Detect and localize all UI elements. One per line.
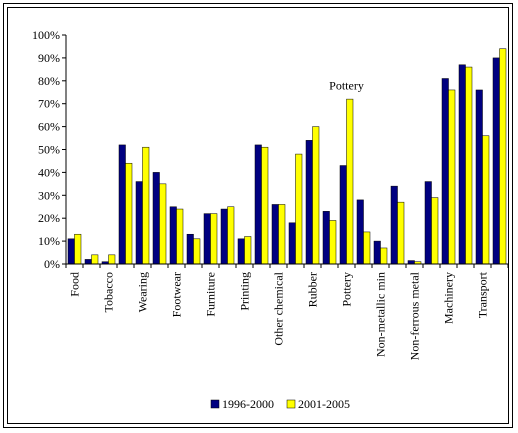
x-tick-label: Other chemical: [272, 271, 286, 345]
bar-2001-2005-23: [465, 66, 473, 265]
bar-2001-2005-9: [227, 206, 235, 265]
bar-2001-2005-3: [125, 162, 133, 265]
x-tick-label: Food: [68, 272, 82, 297]
y-tick-label: 90%: [38, 51, 60, 65]
x-tick-label: Pottery: [340, 272, 354, 307]
y-tick-label: 100%: [32, 28, 60, 42]
bar-2001-2005-16: [346, 98, 354, 265]
bar-1996-2000-24: [475, 89, 483, 265]
y-tick-label: 20%: [38, 211, 60, 225]
bar-2001-2005-12: [278, 204, 286, 265]
x-tick-label: Non-metallic min: [374, 272, 388, 357]
bar-1996-2000-23: [458, 64, 466, 265]
bar-2001-2005-7: [193, 238, 201, 265]
bar-1996-2000-8: [203, 213, 211, 265]
x-tick-label: Footwear: [170, 272, 184, 317]
bar-1996-2000-7: [186, 233, 194, 265]
bar-1996-2000-14: [305, 140, 313, 265]
legend-swatch: [210, 399, 220, 409]
bar-2001-2005-24: [482, 135, 490, 265]
y-tick-label: 0%: [44, 257, 60, 271]
bar-2001-2005-18: [380, 247, 388, 265]
bar-1996-2000-1: [84, 259, 92, 265]
bar-1996-2000-5: [152, 172, 160, 265]
bar-2001-2005-19: [397, 201, 405, 265]
bar-2001-2005-10: [244, 236, 252, 265]
bar-1996-2000-18: [373, 240, 381, 265]
bar-1996-2000-16: [339, 165, 347, 265]
bar-2001-2005-0: [74, 233, 82, 265]
bar-1996-2000-17: [356, 199, 364, 265]
bar-1996-2000-21: [424, 181, 432, 265]
bar-1996-2000-11: [254, 144, 262, 265]
annotation-label: Pottery: [329, 78, 364, 92]
x-tick-label: Tobacco: [102, 272, 116, 312]
bar-2001-2005-15: [329, 220, 337, 265]
y-tick-label: 30%: [38, 188, 60, 202]
bar-2001-2005-8: [210, 213, 218, 265]
y-tick-label: 70%: [38, 97, 60, 111]
bar-2001-2005-1: [91, 254, 99, 265]
y-tick-label: 10%: [38, 234, 60, 248]
x-tick-label: Printing: [238, 272, 252, 311]
y-tick-label: 50%: [38, 143, 60, 157]
x-tick-label: Non-ferrous metal: [408, 271, 422, 360]
bar-2001-2005-13: [295, 153, 303, 265]
y-tick-label: 60%: [38, 120, 60, 134]
bar-1996-2000-10: [237, 238, 245, 265]
y-tick-label: 80%: [38, 74, 60, 88]
x-tick-label: Furniture: [204, 272, 218, 317]
x-tick-label: Transport: [476, 271, 490, 318]
bars: [67, 48, 507, 265]
x-tick-label: Rubber: [306, 272, 320, 307]
bar-1996-2000-6: [169, 206, 177, 265]
bar-2001-2005-17: [363, 231, 371, 265]
bar-1996-2000-19: [390, 185, 398, 265]
bar-1996-2000-25: [492, 57, 500, 265]
legend-label: 2001-2005: [298, 397, 350, 411]
bar-2001-2005-14: [312, 126, 320, 265]
x-tick-label: Machinery: [442, 272, 456, 324]
y-tick-label: 40%: [38, 165, 60, 179]
chart-frame-inner: [7, 7, 509, 424]
x-axis: Food Tobacco Wearing Footwear Furniture Print…: [65, 263, 509, 360]
y-axis: 0% 10% 20% 30% 40% 50% 60% 70% 80% 90% 100%: [32, 28, 67, 271]
bar-2001-2005-2: [108, 254, 116, 265]
bar-1996-2000-9: [220, 208, 228, 265]
bar-1996-2000-4: [135, 181, 143, 265]
bar-2001-2005-4: [142, 146, 150, 265]
bar-1996-2000-20: [407, 260, 415, 265]
bar-1996-2000-22: [441, 78, 449, 265]
bar-2001-2005-6: [176, 208, 184, 265]
legend-label: 1996-2000: [222, 397, 274, 411]
chart-frame-outer: [3, 3, 513, 428]
bar-2001-2005-5: [159, 183, 167, 265]
bar-1996-2000-13: [288, 222, 296, 265]
bar-2001-2005-21: [431, 197, 439, 265]
bar-2001-2005-11: [261, 146, 269, 265]
annotations: Pottery: [329, 78, 364, 92]
x-tick-label: Wearing: [136, 272, 150, 312]
bar-1996-2000-3: [118, 144, 126, 265]
bar-2001-2005-22: [448, 89, 456, 265]
bar-1996-2000-0: [67, 238, 75, 265]
legend-swatch: [286, 399, 296, 409]
legend: 1996-2000 2001-2005: [210, 397, 350, 411]
bar-2001-2005-25: [499, 48, 507, 265]
bar-1996-2000-15: [322, 211, 330, 265]
bar-1996-2000-12: [271, 204, 279, 265]
